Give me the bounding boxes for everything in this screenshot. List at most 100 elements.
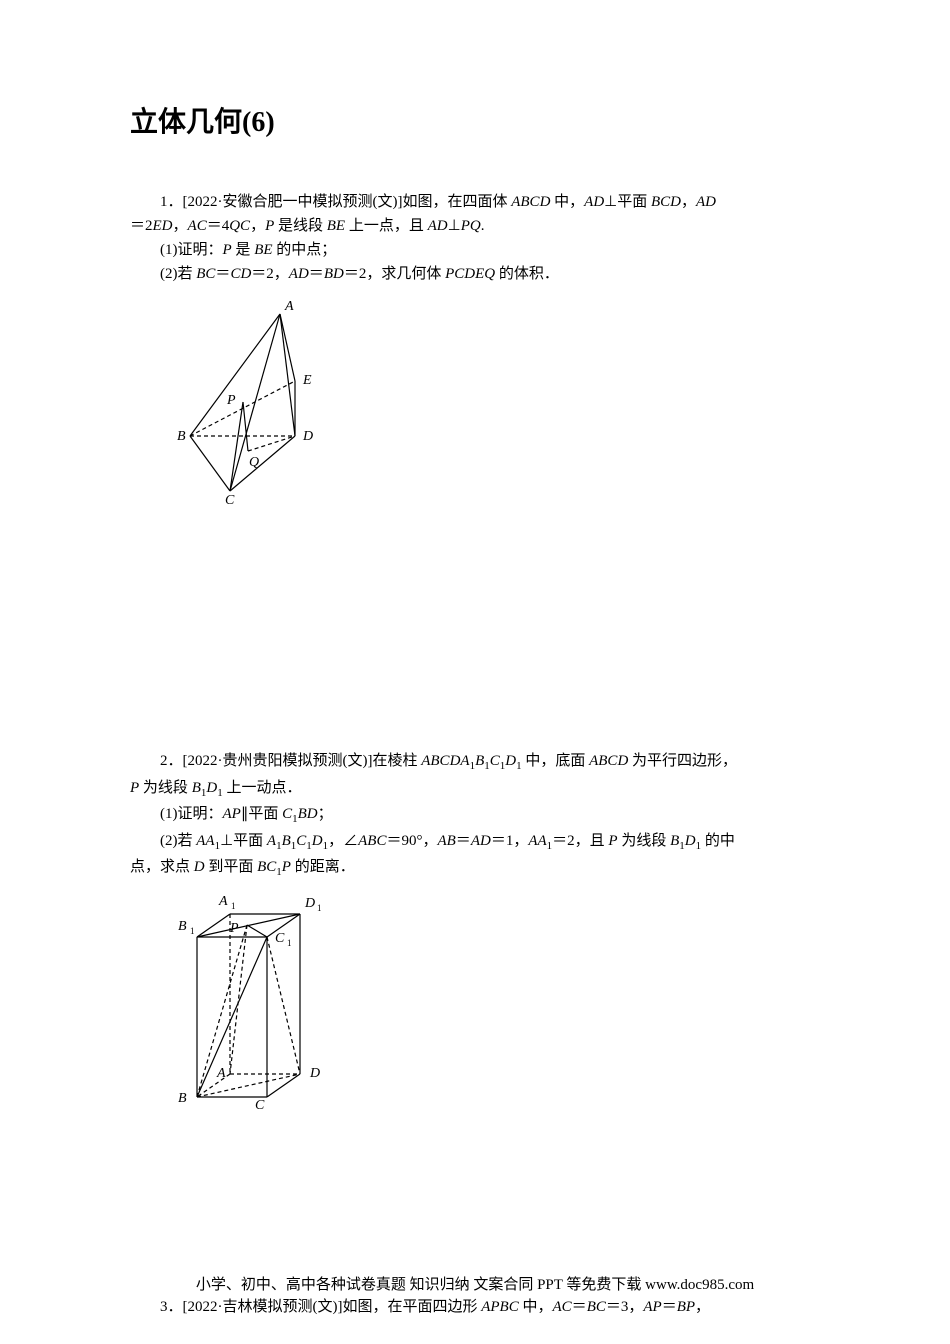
- text: 的中: [701, 833, 735, 849]
- svg-text:B: B: [178, 1091, 187, 1106]
- problem1-line1: 1．[2022·安徽合肥一中模拟预测(文)]如图，在四面体 ABCD 中，AD⊥…: [130, 190, 820, 214]
- tetrahedron-diagram: AEPBDQC: [175, 296, 320, 521]
- text: 上一点，且: [345, 218, 428, 234]
- text: ，: [250, 218, 265, 234]
- problem2-sub2: (2)若 AA1⊥平面 A1B1C1D1，∠ABC＝90°，AB＝AD＝1，AA…: [130, 829, 820, 856]
- var: ABCDA: [421, 753, 469, 769]
- var: P: [608, 833, 617, 849]
- text: ＝2，且: [552, 833, 608, 849]
- text: 的距离．: [291, 859, 355, 875]
- var: P: [282, 859, 291, 875]
- svg-text:P: P: [226, 393, 236, 408]
- text: (1)证明：: [160, 806, 223, 822]
- text: ；: [318, 806, 333, 822]
- text: ⊥平面: [220, 833, 267, 849]
- text: 是: [232, 242, 255, 258]
- problem-1: 1．[2022·安徽合肥一中模拟预测(文)]如图，在四面体 ABCD 中，AD⊥…: [130, 190, 820, 529]
- var: AC: [553, 1299, 572, 1315]
- text: ⊥: [448, 218, 461, 234]
- var: AB: [437, 833, 455, 849]
- text: (2)若: [160, 833, 196, 849]
- var: BC: [196, 266, 215, 282]
- var: B: [192, 780, 201, 796]
- text: 为线段: [139, 780, 192, 796]
- prism-diagram: ADBPCADBC1111: [175, 892, 330, 1117]
- svg-text:C: C: [255, 1098, 265, 1113]
- svg-text:E: E: [302, 373, 312, 388]
- var: BD: [324, 266, 344, 282]
- text: 的中点；: [273, 242, 337, 258]
- svg-text:B: B: [178, 919, 187, 934]
- text: 中，底面: [522, 753, 590, 769]
- var: AD: [696, 194, 716, 210]
- var: ABC: [358, 833, 386, 849]
- problem-3: 3．[2022·吉林模拟预测(文)]如图，在平面四边形 APBC 中，AC＝BC…: [130, 1295, 820, 1319]
- problem3-line1: 3．[2022·吉林模拟预测(文)]如图，在平面四边形 APBC 中，AC＝BC…: [130, 1295, 820, 1319]
- text: 到平面: [205, 859, 258, 875]
- var: AD: [428, 218, 448, 234]
- text: ，: [173, 218, 188, 234]
- var: BP: [677, 1299, 695, 1315]
- var: D: [194, 859, 205, 875]
- var: B: [670, 833, 679, 849]
- text: (2)若: [160, 266, 196, 282]
- var: APBC: [481, 1299, 519, 1315]
- text: 中，: [519, 1299, 553, 1315]
- text: ＝1，: [491, 833, 529, 849]
- svg-text:A: A: [216, 1066, 226, 1081]
- text: ＝2，求几何体: [344, 266, 445, 282]
- text: 为平行四边形，: [628, 753, 737, 769]
- text: 是线段: [274, 218, 327, 234]
- var: BC: [587, 1299, 606, 1315]
- var: D: [312, 833, 323, 849]
- var: PQ: [461, 218, 481, 234]
- var: BC: [257, 859, 276, 875]
- var: PCDEQ: [445, 266, 495, 282]
- text: 上一动点．: [223, 780, 302, 796]
- text: 点，求点: [130, 859, 194, 875]
- var: BD: [298, 806, 318, 822]
- var: AP: [223, 806, 241, 822]
- svg-text:1: 1: [317, 903, 322, 913]
- page-footer: 小学、初中、高中各种试卷真题 知识归纳 文案合同 PPT 等免费下载 www.d…: [0, 1273, 950, 1294]
- var: B: [282, 833, 291, 849]
- text: 2．[2022·贵州贵阳模拟预测(文)]在棱柱: [160, 753, 421, 769]
- svg-text:P: P: [229, 921, 239, 936]
- text: ＝2: [130, 218, 153, 234]
- svg-text:1: 1: [287, 938, 292, 948]
- var: AD: [289, 266, 309, 282]
- text: 1．[2022·安徽合肥一中模拟预测(文)]如图，在四面体: [160, 194, 511, 210]
- problem2-sub1: (1)证明：AP∥平面 C1BD；: [130, 802, 820, 829]
- var: D: [206, 780, 217, 796]
- text: ，: [695, 1299, 710, 1315]
- diagram-2: ADBPCADBC1111: [175, 892, 820, 1125]
- var: QC: [229, 218, 250, 234]
- svg-text:C: C: [225, 493, 235, 508]
- var: CD: [230, 266, 251, 282]
- problem1-line2: ＝2ED，AC＝4QC，P 是线段 BE 上一点，且 AD⊥PQ.: [130, 214, 820, 238]
- svg-text:C: C: [275, 931, 285, 946]
- text: ＝4: [207, 218, 230, 234]
- var: D: [685, 833, 696, 849]
- var: ABCD: [511, 194, 550, 210]
- text: (1)证明：: [160, 242, 223, 258]
- text: ＝3，: [606, 1299, 644, 1315]
- var: C: [490, 753, 500, 769]
- var: BCD: [651, 194, 681, 210]
- problem2-line2: P 为线段 B1D1 上一动点．: [130, 776, 820, 803]
- var: D: [505, 753, 516, 769]
- var: BE: [254, 242, 272, 258]
- text: 的体积．: [495, 266, 559, 282]
- svg-text:B: B: [177, 429, 186, 444]
- text: 为线段: [618, 833, 671, 849]
- var: AA: [528, 833, 546, 849]
- text: ∥平面: [241, 806, 282, 822]
- text: ＝: [309, 266, 324, 282]
- var: AC: [188, 218, 207, 234]
- text: ＝: [572, 1299, 587, 1315]
- text: ＝: [215, 266, 230, 282]
- text: ＝: [662, 1299, 677, 1315]
- problem1-sub2: (2)若 BC＝CD＝2，AD＝BD＝2，求几何体 PCDEQ 的体积．: [130, 262, 820, 286]
- page-title: 立体几何(6): [130, 100, 820, 140]
- text: ＝2，: [251, 266, 289, 282]
